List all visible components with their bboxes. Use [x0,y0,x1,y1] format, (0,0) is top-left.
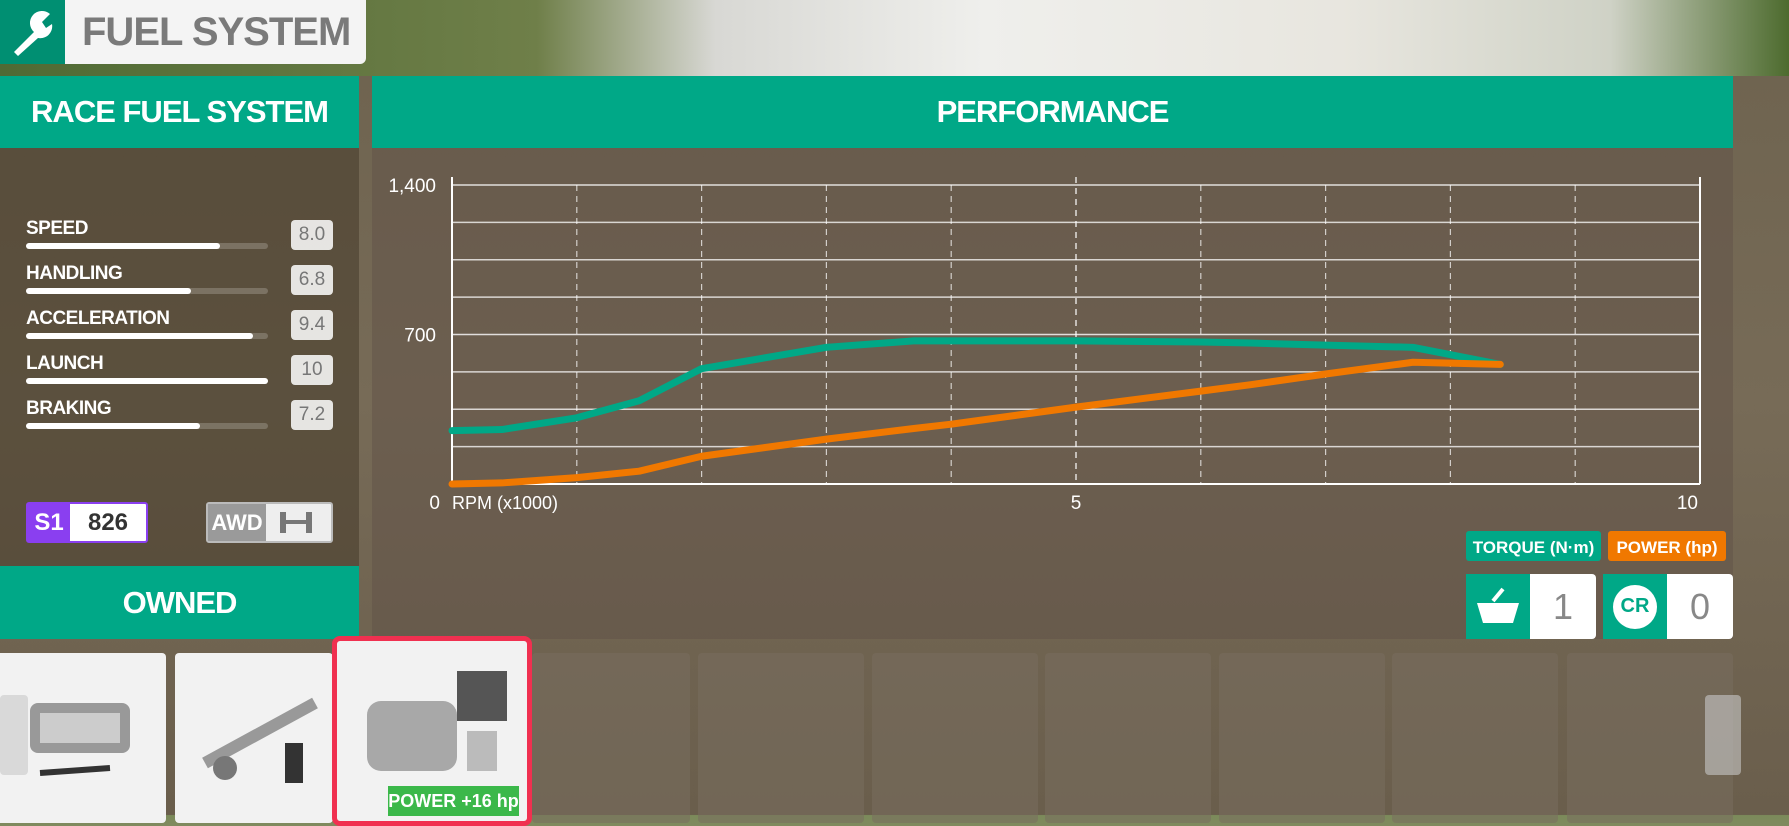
scroll-right[interactable] [1705,695,1741,775]
legend-swatch [1608,531,1726,561]
cart-glyph [1477,587,1519,623]
credits: CR 0 [1603,574,1733,639]
y-tick-label: 1,400 [388,176,436,197]
upgrade-name: RACE FUEL SYSTEM [0,76,359,148]
stat-value: 6.8 [291,265,333,295]
part-effect-badge: POWER +16 hp [388,786,519,816]
drivetrain-badge: AWD [206,502,333,543]
scroll-left[interactable] [0,695,28,775]
currency-label: CR [1613,584,1657,629]
stat-value: 9.4 [291,310,333,340]
stat-label: BRAKING [26,398,112,419]
x-axis-label: RPM (x1000) [452,493,558,513]
x-tick-label: 0 [429,493,440,514]
empty-card [532,653,690,823]
stat-label: LAUNCH [26,353,104,374]
drivetrain-icon [280,512,312,533]
empty-card [1219,653,1385,823]
series-line [448,358,1504,488]
x-tick-label: 10 [1677,493,1698,514]
cart-icon [1466,574,1530,639]
stat-bar [26,378,268,384]
owned-label: OWNED [0,566,359,639]
class-letter: S1 [28,504,70,541]
part-card[interactable] [175,653,333,823]
series-line [448,337,1504,435]
empty-card [698,653,864,823]
empty-card [1392,653,1558,823]
empty-card [872,653,1038,823]
credit-icon: CR [1603,574,1667,639]
stat-bar [26,333,254,339]
screen-header: FUEL SYSTEM [0,0,366,64]
stat-value: 7.2 [291,400,333,430]
legend-swatch [1466,531,1601,561]
credit-amount: 0 [1689,585,1711,627]
performance-index: 826 [87,508,129,536]
legend-label: POWER (hp) [1616,538,1717,557]
stat-label: ACCELERATION [26,308,170,329]
part-image [202,697,318,783]
performance-title: PERFORMANCE [372,76,1733,148]
stat-label: HANDLING [26,263,123,284]
wrench-glyph [14,10,53,56]
stat-bar [26,423,201,429]
legend-label: TORQUE (N·m) [1473,538,1595,557]
drivetrain-label: AWD [208,504,266,541]
part-image [30,703,130,776]
stats-list: SPEED 8.0 HANDLING 6.8 ACCELERATION 9.4 LAUNCH… [0,148,359,448]
cart-number: 1 [1552,585,1574,627]
stat-bar [26,243,220,249]
stat-label: SPEED [26,218,88,239]
stat-value: 8.0 [291,220,333,250]
class-badge: S1 826 [26,502,148,543]
x-tick-label: 5 [1071,493,1082,514]
part-image [367,671,507,771]
y-tick-label: 700 [404,326,436,347]
screen-title: FUEL SYSTEM [82,10,351,54]
stat-bar [26,288,191,294]
empty-card [1045,653,1211,823]
cart-count[interactable]: 1 [1466,574,1596,639]
stat-value: 10 [291,355,333,385]
wrench-icon [0,0,65,64]
selected-part-card[interactable]: POWER +16 hp [332,636,532,826]
